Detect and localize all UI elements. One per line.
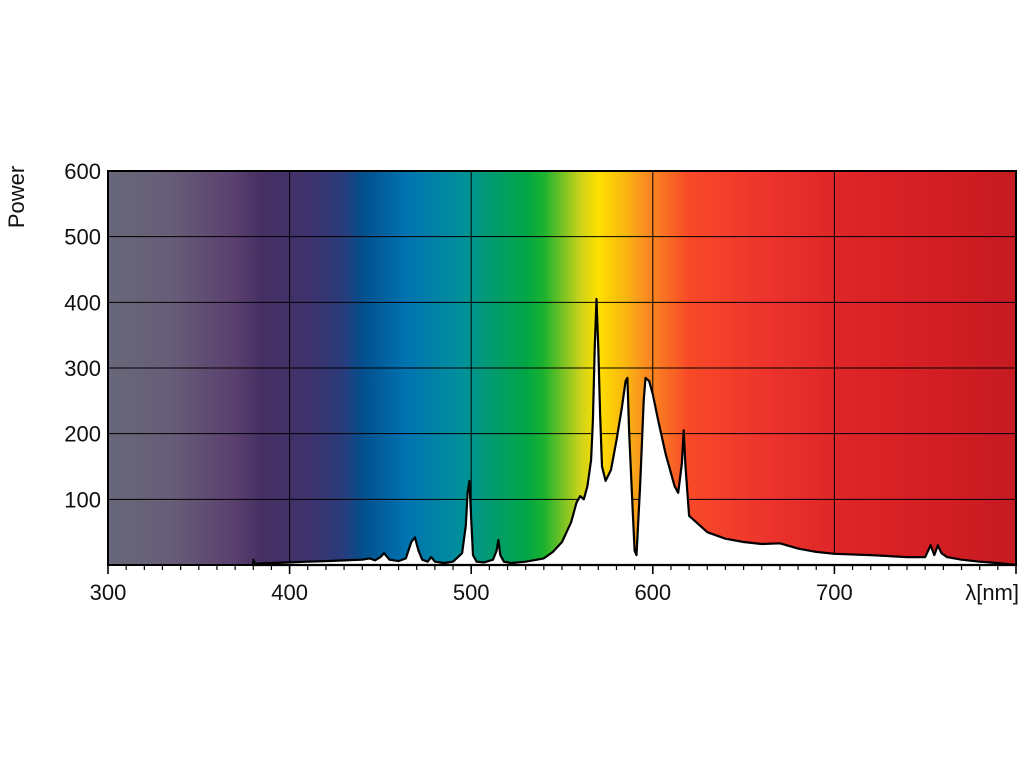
x-tick-label-400: 400 bbox=[271, 580, 308, 605]
y-tick-label-300: 300 bbox=[64, 356, 101, 381]
y-axis-title: Power bbox=[4, 166, 29, 228]
tick-labels: 300 400 500 600 700 100 200 300 400 500 600 bbox=[64, 159, 852, 605]
y-tick-label-500: 500 bbox=[64, 225, 101, 250]
y-tick-label-400: 400 bbox=[64, 290, 101, 315]
x-axis-title: λ[nm] bbox=[965, 580, 1019, 605]
x-tick-label-500: 500 bbox=[453, 580, 490, 605]
y-tick-label-100: 100 bbox=[64, 487, 101, 512]
x-tick-label-700: 700 bbox=[816, 580, 853, 605]
x-tick-label-600: 600 bbox=[634, 580, 671, 605]
y-tick-label-200: 200 bbox=[64, 422, 101, 447]
axis-ticks bbox=[107, 565, 1017, 574]
x-tick-label-300: 300 bbox=[90, 580, 127, 605]
y-tick-label-600: 600 bbox=[64, 159, 101, 184]
grid-lines bbox=[108, 171, 1016, 565]
emission-spectrum-area bbox=[252, 297, 1018, 567]
